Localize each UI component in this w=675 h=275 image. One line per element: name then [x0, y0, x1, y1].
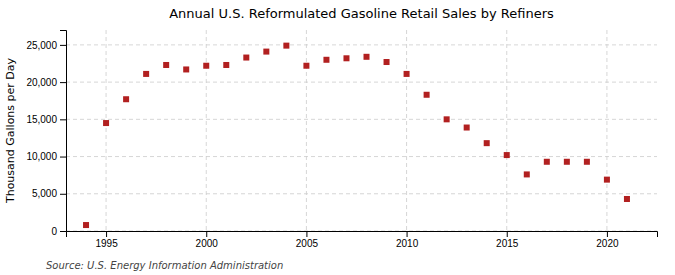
point: [263, 49, 269, 55]
tick-label: 10,000: [26, 151, 57, 162]
tick-label: 2000: [196, 238, 219, 249]
tick: 2020: [596, 231, 619, 249]
tick: 1995: [95, 231, 118, 249]
point: [484, 140, 490, 146]
point: [404, 71, 410, 77]
point: [103, 120, 109, 126]
point: [163, 62, 169, 68]
tick-mark: [507, 231, 508, 237]
x-axis: 1995 2000 2005 2010 2015 2020: [67, 231, 658, 249]
points: [83, 43, 630, 228]
tick: 10,000: [26, 151, 66, 162]
tick: 25,000: [26, 40, 66, 51]
tick-mark: [607, 231, 608, 237]
point: [243, 55, 249, 61]
grid-line-y: [66, 44, 657, 45]
point: [364, 54, 370, 60]
point: [444, 116, 450, 122]
point: [223, 62, 229, 68]
point: [564, 159, 570, 165]
tick-label: 25,000: [26, 40, 57, 51]
axis-line: [60, 31, 67, 232]
tick-mark: [60, 45, 66, 46]
source-note: Source: U.S. Energy Information Administ…: [46, 260, 283, 271]
tick: 2010: [396, 231, 419, 249]
tick-mark: [60, 231, 66, 232]
tick-label: 20,000: [26, 77, 57, 88]
tick-mark: [206, 231, 207, 237]
tick-mark: [407, 231, 408, 237]
tick: 15,000: [26, 114, 66, 125]
tick-mark: [60, 82, 66, 83]
tick-label: 15,000: [26, 114, 57, 125]
tick: 2005: [296, 231, 319, 249]
tick-label: 1995: [95, 238, 118, 249]
tick-label: 5,000: [32, 188, 57, 199]
tick-mark: [106, 231, 107, 237]
tick-mark: [60, 119, 66, 120]
grid-line-x: [206, 30, 207, 231]
tick-label: 2015: [496, 238, 519, 249]
point: [384, 59, 390, 65]
point: [283, 43, 289, 49]
grid-line-x: [506, 30, 507, 231]
tick-label: 2005: [296, 238, 319, 249]
point: [504, 152, 510, 158]
point: [343, 55, 349, 61]
grid: [66, 30, 657, 231]
tick-label: 2020: [596, 238, 619, 249]
point: [183, 66, 189, 72]
grid-line-y: [66, 156, 657, 157]
grid-line-x: [306, 30, 307, 231]
point: [584, 159, 590, 165]
axis-line: [67, 232, 658, 238]
point: [323, 57, 329, 63]
point: [143, 71, 149, 77]
grid-line-y: [66, 82, 657, 83]
grid-line-x: [106, 30, 107, 231]
point: [83, 222, 89, 228]
tick-mark: [60, 157, 66, 158]
point: [524, 171, 530, 177]
plot-area: 1995 2000 2005 2010 2015 2020 0 5,000 10,000 15,0…: [26, 30, 657, 249]
point: [604, 177, 610, 183]
point: [123, 96, 129, 102]
grid-line-y: [66, 119, 657, 120]
y-axis-label: Thousand Gallons per Day: [4, 57, 17, 204]
tick-mark: [306, 231, 307, 237]
tick: 2015: [496, 231, 519, 249]
point: [424, 92, 430, 98]
point: [544, 159, 550, 165]
point: [303, 63, 309, 69]
point: [203, 63, 209, 69]
title: Annual U.S. Reformulated Gasoline Retail…: [169, 6, 554, 21]
point: [624, 196, 630, 202]
point: [464, 125, 470, 131]
tick: 5,000: [32, 188, 66, 199]
grid-line-x: [606, 30, 607, 231]
tick: 20,000: [26, 77, 66, 88]
tick-label: 0: [51, 226, 57, 237]
chart: 1995 2000 2005 2010 2015 2020 0 5,000 10,000 15,0…: [0, 0, 675, 275]
tick-mark: [60, 194, 66, 195]
tick: 2000: [196, 231, 219, 249]
tick-label: 2010: [396, 238, 419, 249]
tick: 0: [51, 226, 66, 237]
y-axis: 0 5,000 10,000 15,000 20,000 25,000: [26, 31, 66, 237]
grid-line-y: [66, 193, 657, 194]
grid-line-x: [406, 30, 407, 231]
